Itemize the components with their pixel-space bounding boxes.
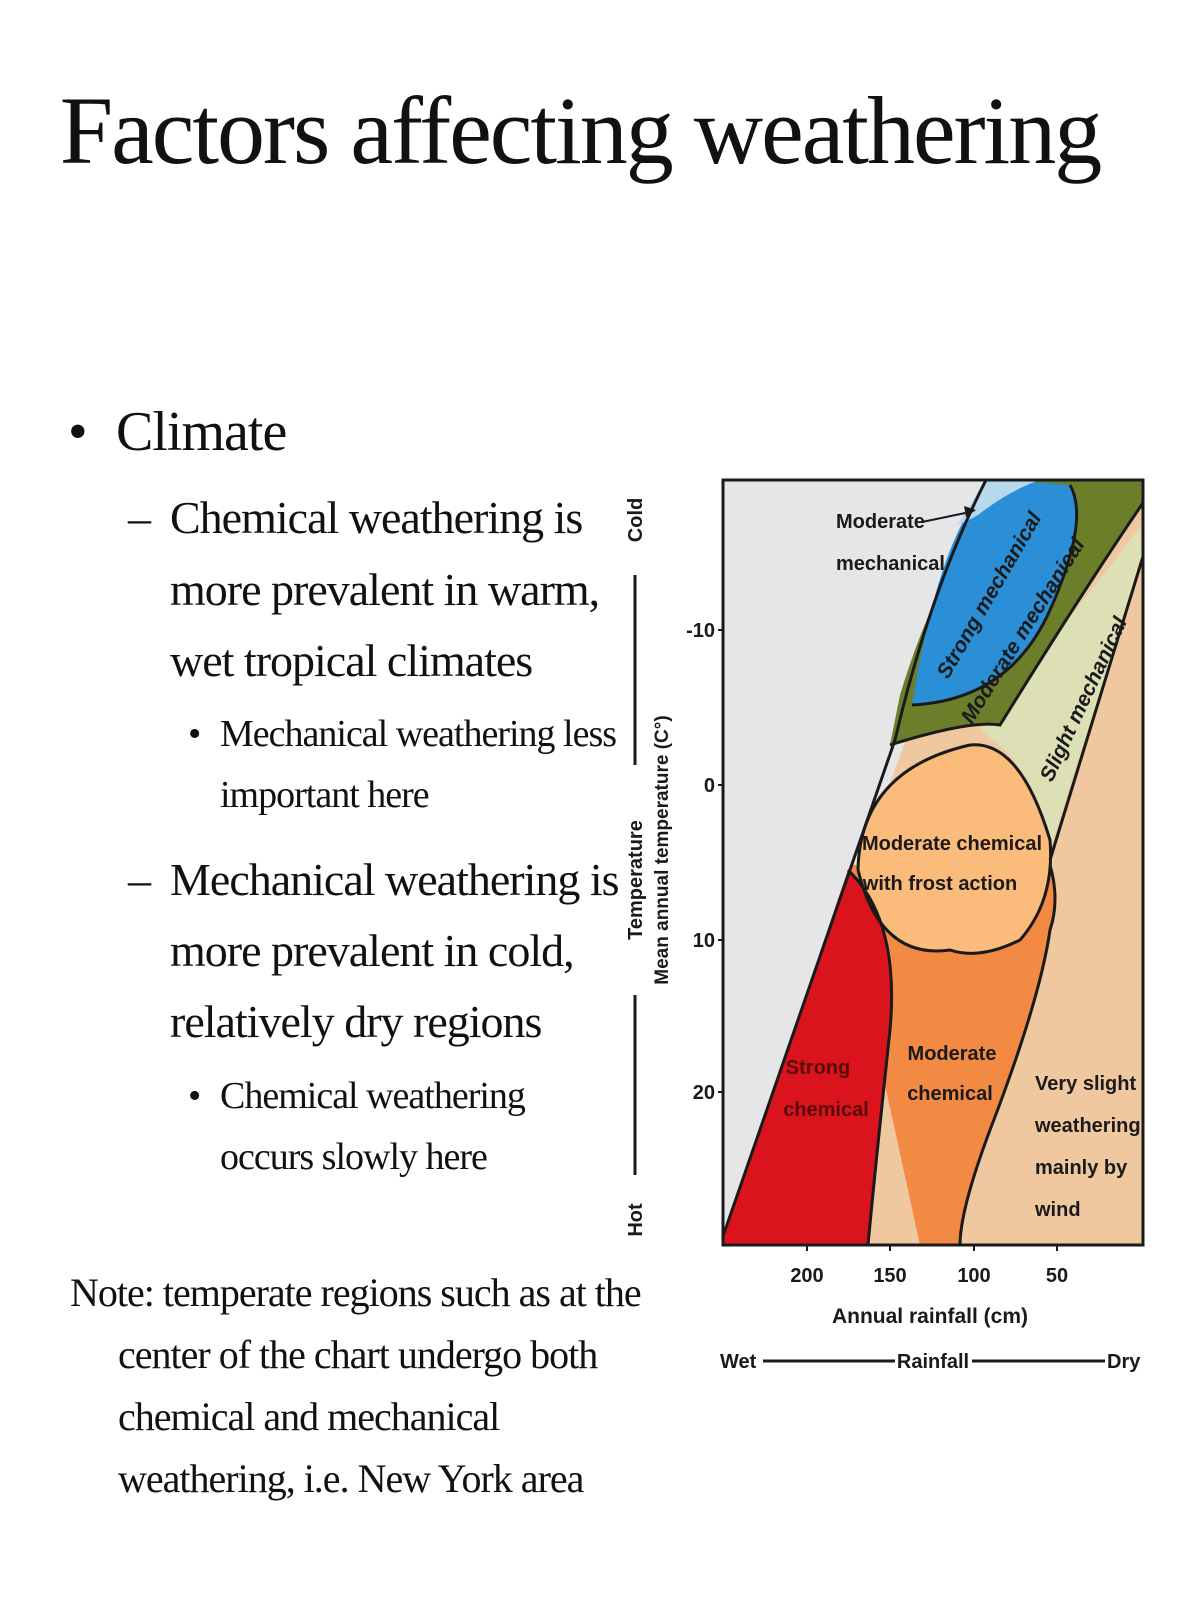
dash-marker: – bbox=[128, 853, 151, 905]
label-strong-chemical-line1: Strong bbox=[786, 1057, 850, 1079]
y-tick-label: 0 bbox=[704, 775, 715, 797]
region-slight-mechanical bbox=[980, 523, 1143, 850]
x-tick-label: 50 bbox=[1046, 1265, 1068, 1287]
region-moderate-chemical bbox=[850, 864, 1055, 1245]
temperature-cold-label: Cold bbox=[625, 498, 647, 542]
rainfall-dry-label: Dry bbox=[1107, 1351, 1141, 1373]
label-frost-line2: with frost action bbox=[862, 873, 1017, 895]
label-very-slight-line1: Very slight bbox=[1035, 1073, 1136, 1095]
x-tick-labels: 200 150 100 50 bbox=[790, 1265, 1068, 1287]
label-very-slight-line2: weathering bbox=[1034, 1115, 1141, 1137]
rainfall-wet-label: Wet bbox=[720, 1351, 757, 1373]
bullet-mechanical: – Mechanical weathering is more prevalen… bbox=[60, 844, 620, 1058]
weathering-diagram-svg: -10 0 10 20 200 150 100 50 Annual rainfa… bbox=[625, 478, 1145, 1373]
bullet-chemical-sub-text: Mechanical weathering less important her… bbox=[220, 713, 617, 817]
slide-title: Factors affecting weathering bbox=[59, 77, 1102, 184]
label-pointer-arrow bbox=[964, 506, 976, 517]
y-axis-label: Mean annual temperature (C°) bbox=[652, 715, 673, 984]
label-strong-chemical-line2: chemical bbox=[783, 1099, 869, 1121]
label-frost-line1: Moderate chemical bbox=[862, 833, 1042, 855]
y-tick-label: 10 bbox=[693, 930, 715, 952]
x-tick-label: 200 bbox=[790, 1265, 823, 1287]
region-moderate-chemical-frost bbox=[858, 744, 1051, 954]
x-axis-label: Annual rainfall (cm) bbox=[832, 1305, 1028, 1328]
y-tick-label: 20 bbox=[693, 1082, 715, 1104]
bullet-mechanical-sub-text: Chemical weathering occurs slowly here bbox=[220, 1074, 526, 1178]
label-moderate-chemical-line1: Moderate bbox=[908, 1043, 997, 1065]
x-tick-label: 150 bbox=[873, 1265, 906, 1287]
axis-ticks bbox=[718, 629, 1058, 1251]
dot-marker: • bbox=[188, 1074, 201, 1117]
temperature-hot-label: Hot bbox=[625, 1203, 647, 1237]
dash-marker: – bbox=[128, 492, 151, 544]
bullet-list: Climate – Chemical weathering is more pr… bbox=[60, 400, 620, 1187]
bullet-chemical-text: Chemical weathering is more prevalent in… bbox=[170, 492, 600, 686]
bullet-chemical-sub: • Mechanical weathering less important h… bbox=[60, 704, 620, 826]
plot-frame bbox=[721, 478, 1145, 1247]
border-slight-mechanical bbox=[1048, 551, 1143, 861]
border-moderate-chemical bbox=[958, 864, 1057, 1245]
rainfall-scale: Wet Rainfall Dry bbox=[720, 1351, 1141, 1373]
border-mechanical-band bbox=[889, 500, 1143, 747]
border-strong-mechanical bbox=[911, 484, 1079, 707]
region-strong-chemical bbox=[723, 870, 892, 1245]
bullet-chemical: – Chemical weathering is more prevalent … bbox=[60, 482, 620, 696]
y-tick-label: -10 bbox=[686, 620, 715, 642]
x-tick-label: 100 bbox=[957, 1265, 990, 1287]
label-moderate-mechanical-line1: Moderate bbox=[836, 511, 925, 533]
region-moderate-mechanical-top bbox=[957, 480, 1040, 525]
bullet-mechanical-text: Mechanical weathering is more prevalent … bbox=[170, 853, 620, 1048]
rainfall-center-label: Rainfall bbox=[897, 1351, 969, 1373]
border-strong-chemical bbox=[846, 868, 894, 1245]
bullet-climate: Climate bbox=[60, 400, 620, 465]
weathering-diagram: -10 0 10 20 200 150 100 50 Annual rainfa… bbox=[600, 470, 1180, 1400]
temperature-scale: Cold Temperature Hot bbox=[625, 498, 647, 1237]
label-moderate-mechanical-line2: mechanical bbox=[836, 553, 945, 575]
y-tick-labels: -10 0 10 20 bbox=[686, 620, 715, 1104]
label-moderate-chemical-line2: chemical bbox=[907, 1083, 993, 1105]
label-pointer-line bbox=[921, 511, 971, 523]
region-strong-mechanical bbox=[912, 482, 1077, 705]
label-very-slight-line3: mainly by bbox=[1035, 1157, 1128, 1179]
dot-marker: • bbox=[188, 713, 201, 756]
label-very-slight-line4: wind bbox=[1034, 1199, 1081, 1221]
note-text: Note: temperate regions such as at the c… bbox=[70, 1270, 642, 1501]
temperature-center-label: Temperature bbox=[625, 820, 647, 940]
bullet-mechanical-sub: • Chemical weathering occurs slowly here bbox=[60, 1066, 620, 1188]
